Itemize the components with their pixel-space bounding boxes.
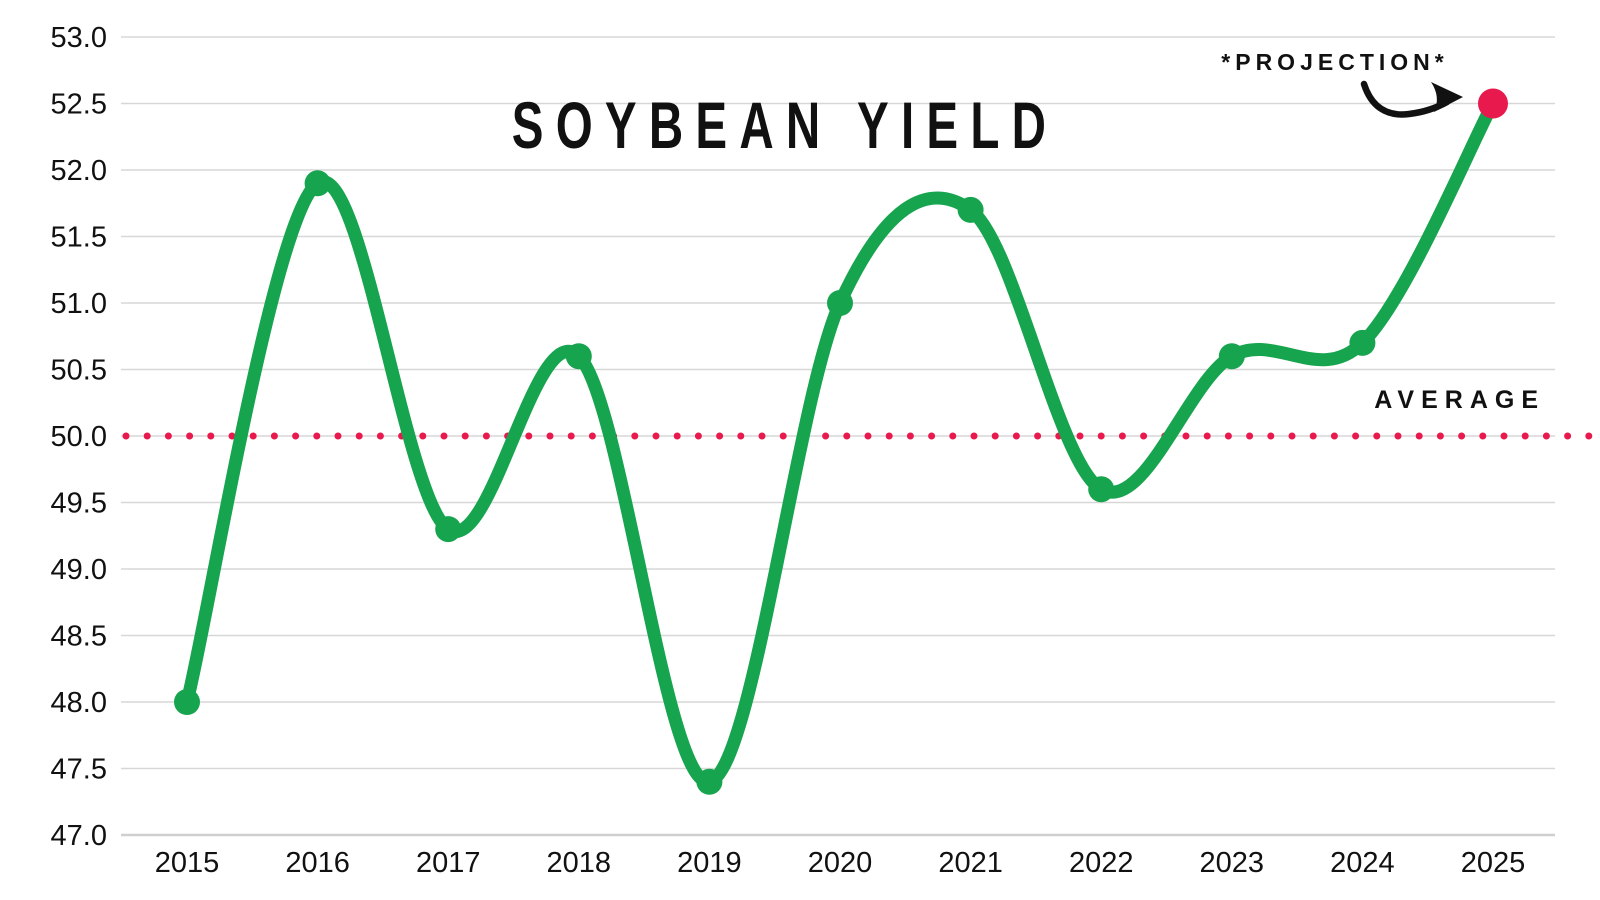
x-tick-label: 2022	[1069, 847, 1134, 879]
y-tick-label: 47.5	[51, 754, 107, 786]
y-tick-label: 49.5	[51, 488, 107, 520]
y-tick-label: 51.5	[51, 222, 107, 254]
data-point	[696, 768, 723, 795]
projection-arrow-icon	[1360, 80, 1451, 118]
trend-line	[180, 97, 1500, 789]
y-tick-label: 52.0	[51, 155, 107, 187]
y-tick-label: 48.0	[51, 687, 107, 719]
x-tick-label: 2018	[547, 847, 612, 879]
projection-arrowhead-icon	[1431, 82, 1463, 112]
data-point	[1088, 476, 1115, 503]
y-tick-label: 48.5	[51, 621, 107, 653]
data-point	[304, 170, 331, 197]
projection-annotation: *PROJECTION*	[1221, 49, 1449, 75]
x-tick-label: 2023	[1200, 847, 1265, 879]
y-tick-label: 53.0	[51, 22, 107, 54]
x-tick-label: 2015	[155, 847, 220, 879]
projection-point	[1478, 88, 1508, 119]
x-tick-label: 2019	[677, 847, 742, 879]
x-tick-label: 2017	[416, 847, 481, 879]
data-point	[174, 689, 200, 715]
data-point	[827, 290, 853, 316]
data-point	[957, 196, 984, 223]
x-tick-label: 2024	[1330, 847, 1395, 879]
data-point	[435, 516, 462, 543]
x-tick-label: 2020	[808, 847, 873, 879]
data-point	[565, 343, 592, 370]
data-point	[1218, 343, 1245, 370]
x-tick-label: 2021	[938, 847, 1003, 879]
y-tick-label: 50.0	[51, 421, 107, 453]
y-tick-label: 51.0	[51, 288, 107, 320]
x-tick-label: 2025	[1461, 847, 1526, 879]
y-tick-label: 49.0	[51, 554, 107, 586]
chart-title: SOYBEAN YIELD	[511, 88, 1059, 162]
y-tick-label: 47.0	[51, 820, 107, 852]
x-tick-label: 2016	[285, 847, 350, 879]
y-tick-label: 52.5	[51, 89, 107, 121]
average-label: AVERAGE	[1374, 386, 1545, 414]
data-point	[1349, 329, 1376, 356]
y-tick-label: 50.5	[51, 355, 107, 387]
